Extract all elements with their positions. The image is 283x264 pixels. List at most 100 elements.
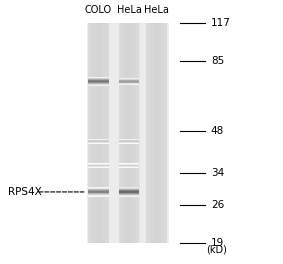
Bar [132,23,133,243]
Bar [100,23,101,243]
Bar [149,23,150,243]
Bar [160,23,161,243]
Bar [107,23,108,243]
Bar [124,23,125,243]
Bar [166,23,167,243]
Bar [91,23,92,243]
Bar [88,23,109,243]
Bar [103,23,104,243]
Bar [136,23,137,243]
Bar [88,83,109,84]
Bar [146,23,167,243]
Bar [162,23,163,243]
Bar [146,23,147,243]
Text: 117: 117 [211,18,231,28]
Bar [153,23,154,243]
Bar [138,23,139,243]
Bar [154,23,155,243]
Bar [95,23,96,243]
Bar [136,23,137,243]
Bar [88,190,109,191]
Bar [96,23,97,243]
Bar [125,23,126,243]
Bar [123,23,124,243]
Bar [93,23,94,243]
Bar [133,23,134,243]
Bar [92,23,93,243]
Bar [161,23,162,243]
Bar [150,23,151,243]
Bar [157,23,158,243]
Bar [159,23,160,243]
Bar [119,187,140,188]
Bar [154,23,155,243]
Bar [157,23,158,243]
Text: 48: 48 [211,126,224,136]
Bar [105,23,106,243]
Bar [89,23,90,243]
Bar [106,23,107,243]
Bar [104,23,105,243]
Bar [163,23,164,243]
Bar [119,23,140,243]
Bar [133,23,134,243]
Bar [165,23,166,243]
Bar [88,77,109,78]
Bar [147,23,148,243]
Bar [166,23,167,243]
Bar [127,23,128,243]
Bar [88,193,109,194]
Bar [130,23,131,243]
Bar [162,23,163,243]
Text: RPS4X: RPS4X [8,187,42,197]
Bar [158,23,159,243]
Bar [90,23,91,243]
Bar [99,23,100,243]
Bar [137,23,138,243]
Bar [137,23,138,243]
Bar [126,23,127,243]
Bar [101,23,102,243]
Bar [102,23,103,243]
Bar [88,188,109,189]
Bar [89,23,90,243]
Bar [107,23,108,243]
Bar [101,23,102,243]
Bar [88,80,109,81]
Bar [88,23,89,243]
Bar [94,23,95,243]
Bar [97,23,98,243]
Bar [92,23,93,243]
Bar [119,194,140,195]
Bar [135,23,136,243]
Bar [160,23,161,243]
Bar [155,23,156,243]
Bar [156,23,157,243]
Bar [131,23,132,243]
Bar [163,23,164,243]
Bar [164,23,165,243]
Bar [120,23,121,243]
Bar [88,196,109,197]
Bar [119,193,140,194]
Bar [124,23,125,243]
Bar [139,23,140,243]
Bar [119,189,140,190]
Bar [167,23,168,243]
Bar [108,23,109,243]
Bar [119,192,140,193]
Bar [130,23,131,243]
Bar [129,23,130,243]
Bar [129,23,130,243]
Bar [128,23,129,243]
Bar [90,23,91,243]
Text: 85: 85 [211,56,224,66]
Bar [149,23,150,243]
Bar [100,23,101,243]
Bar [138,23,139,243]
Bar [88,79,109,80]
Bar [135,23,136,243]
Bar [121,23,122,243]
Bar [161,23,162,243]
Bar [88,85,109,86]
